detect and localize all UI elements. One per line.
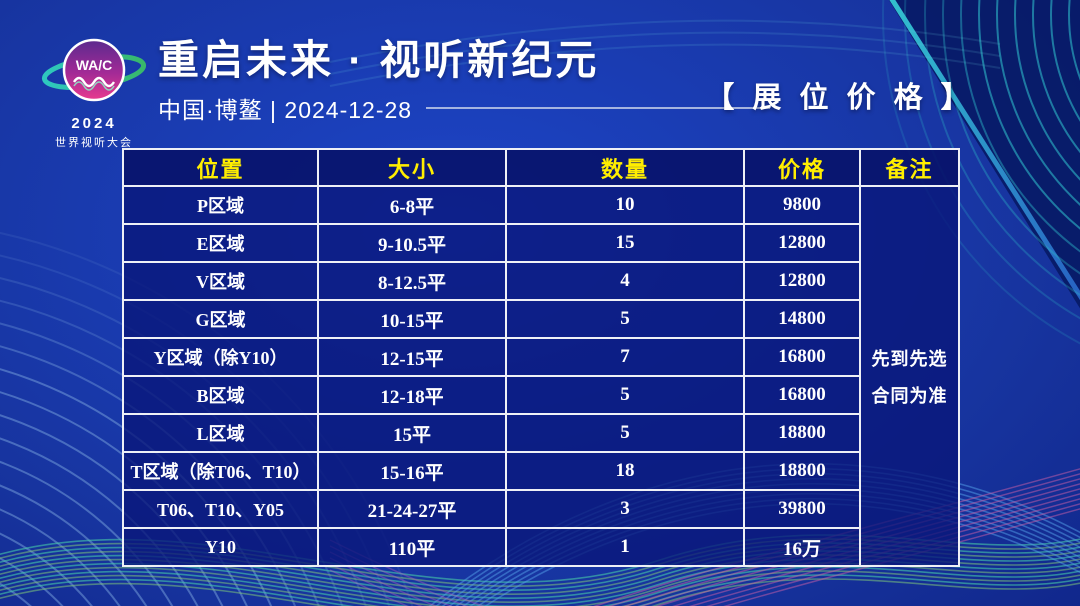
cell-quantity: 15 [505, 223, 745, 263]
subtitle-row: 中国·博鳌 | 2024-12-28 [158, 91, 770, 125]
cell-size: 12-18平 [317, 375, 507, 415]
cell-size: 6-8平 [317, 185, 507, 225]
cell-size: 21-24-27平 [317, 489, 507, 529]
note-line: 合同为准 [871, 385, 948, 406]
table-row: Y区域（除Y10） 12-15平 7 16800 [122, 337, 959, 377]
cell-location: Y10 [122, 527, 319, 567]
cell-price: 14800 [743, 299, 861, 339]
table-row: G区域 10-15平 5 14800 [122, 299, 959, 339]
cell-quantity: 18 [505, 451, 745, 491]
cell-price: 12800 [743, 223, 861, 263]
cell-size: 9-10.5平 [317, 223, 507, 263]
table-row: V区域 8-12.5平 4 12800 [122, 261, 959, 301]
cell-location: T06、T10、Y05 [122, 489, 319, 529]
logo-caption: 世界视听大会 [55, 137, 133, 149]
booth-price-table: 位置 大小 数量 价格 备注 P区域 6-8平 10 9800 先到先选 合同为… [122, 148, 960, 567]
table-row: P区域 6-8平 10 9800 先到先选 合同为准 [122, 185, 960, 567]
cell-price: 12800 [743, 261, 861, 301]
table-header-row: 位置 大小 数量 价格 备注 [122, 148, 960, 187]
table-row: T区域（除T06、T10） 15-16平 18 18800 [122, 451, 959, 491]
column-header-quantity: 数量 [505, 148, 745, 187]
table-row: B区域 12-18平 5 16800 [122, 375, 959, 415]
cell-location: L区域 [122, 413, 319, 453]
cell-quantity: 4 [505, 261, 745, 301]
dark-corner-shape [888, 0, 1080, 309]
cell-location: V区域 [122, 261, 319, 301]
table-row: Y10 110平 1 16万 [122, 527, 959, 567]
conference-logo: WA/C 2024 世界视听大会 [40, 30, 148, 150]
cell-price: 16800 [743, 375, 861, 415]
table-row: T06、T10、Y05 21-24-27平 3 39800 [122, 489, 959, 529]
cell-size: 8-12.5平 [317, 261, 507, 301]
cell-quantity: 7 [505, 337, 745, 377]
decorative-rule [426, 107, 770, 110]
notes-merged-cell: 先到先选 合同为准 [859, 185, 960, 567]
cell-price: 18800 [743, 451, 861, 491]
cell-price: 18800 [743, 413, 861, 453]
cell-quantity: 10 [505, 185, 745, 225]
cell-location: T区域（除T06、T10） [122, 451, 319, 491]
top-right-arc-fan [882, 0, 1080, 345]
column-header-notes: 备注 [859, 148, 960, 187]
booth-price-heading: 【 展 位 价 格 】 [705, 82, 975, 114]
cell-size: 10-15平 [317, 299, 507, 339]
cell-quantity: 5 [505, 375, 745, 415]
cell-location: B区域 [122, 375, 319, 415]
column-header-size: 大小 [317, 148, 507, 187]
faint-top-arcs [329, 19, 1001, 87]
column-header-price: 价格 [743, 148, 861, 187]
cell-location: Y区域（除Y10） [122, 337, 319, 377]
logo-year: 2024 [71, 115, 117, 132]
note-line: 先到先选 [871, 348, 948, 369]
cell-location: G区域 [122, 299, 319, 339]
cell-location: P区域 [122, 185, 319, 225]
event-location-date: 中国·博鳌 | 2024-12-28 [158, 97, 413, 124]
cell-size: 15平 [317, 413, 507, 453]
cell-size: 15-16平 [317, 451, 507, 491]
table-row: L区域 15平 5 18800 [122, 413, 959, 453]
cell-price: 16万 [743, 527, 861, 567]
cell-size: 12-15平 [317, 337, 507, 377]
column-header-location: 位置 [122, 148, 319, 187]
logo-globe-icon: WA/C [41, 38, 147, 102]
page-title: 重启未来 · 视听新纪元 [158, 37, 600, 83]
cell-quantity: 5 [505, 299, 745, 339]
cell-quantity: 5 [505, 413, 745, 453]
cell-price: 39800 [743, 489, 861, 529]
cell-size: 110平 [317, 527, 507, 567]
cell-price: 16800 [743, 337, 861, 377]
cell-location: E区域 [122, 223, 319, 263]
table-row: E区域 9-10.5平 15 12800 [122, 223, 959, 263]
title-block: 重启未来 · 视听新纪元 中国·博鳌 | 2024-12-28 [158, 36, 770, 125]
cell-quantity: 3 [505, 489, 745, 529]
cell-quantity: 1 [505, 527, 745, 567]
cell-price: 9800 [743, 185, 861, 225]
logo-wordmark: WA/C [76, 57, 113, 73]
